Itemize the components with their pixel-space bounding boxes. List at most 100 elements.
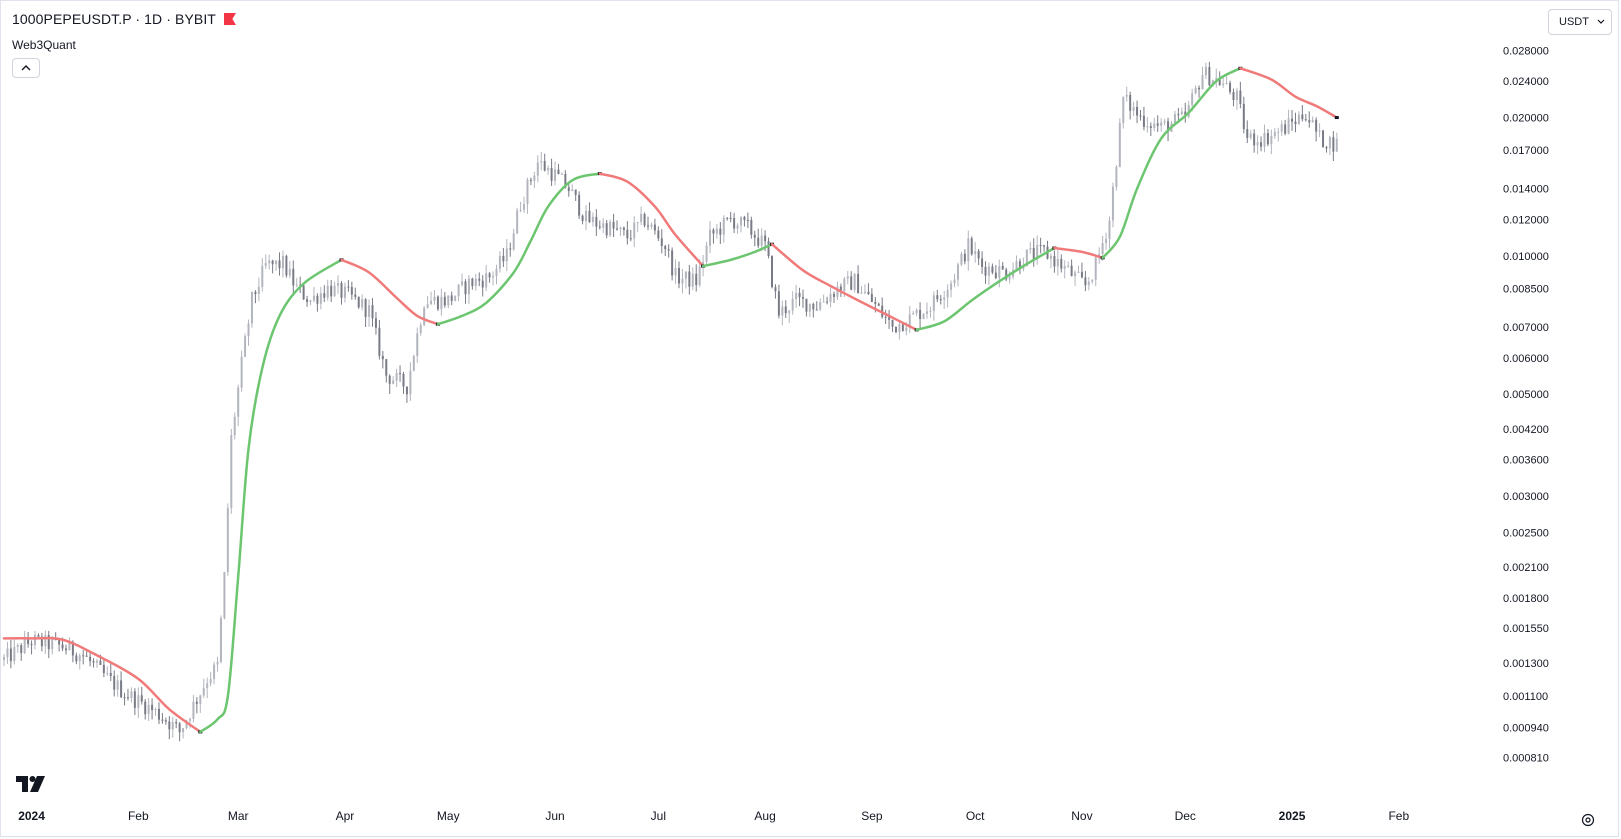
indicator-label[interactable]: Web3Quant bbox=[12, 38, 76, 52]
candle-body bbox=[481, 280, 484, 288]
candle-body bbox=[309, 300, 312, 302]
trend-segment-down bbox=[1239, 67, 1339, 119]
candle-body bbox=[1297, 114, 1300, 125]
candle-body bbox=[185, 720, 188, 729]
candle-body bbox=[1222, 83, 1225, 86]
candle-body bbox=[89, 656, 92, 662]
candle-body bbox=[51, 639, 54, 650]
candle-body bbox=[1032, 247, 1035, 259]
candle-body bbox=[474, 278, 477, 287]
candle-body bbox=[956, 264, 959, 280]
candle-body bbox=[1067, 265, 1070, 267]
candle-body bbox=[1156, 123, 1159, 126]
candle-body bbox=[1225, 82, 1228, 84]
candle-body bbox=[550, 168, 553, 181]
candle-body bbox=[898, 324, 901, 333]
symbol-title[interactable]: 1000PEPEUSDT.P · 1D · BYBIT bbox=[12, 11, 216, 27]
currency-select[interactable]: USDT bbox=[1548, 9, 1612, 35]
candle-body bbox=[1218, 77, 1221, 86]
candle-body bbox=[674, 268, 677, 276]
candle-body bbox=[498, 255, 501, 269]
candle-body bbox=[1149, 126, 1152, 128]
candle-body bbox=[288, 268, 291, 276]
candle-body bbox=[168, 721, 171, 730]
candle-body bbox=[1328, 137, 1331, 149]
candle-body bbox=[268, 260, 271, 264]
candle-body bbox=[874, 301, 877, 304]
candle-body bbox=[478, 278, 481, 281]
candle-body bbox=[509, 248, 512, 250]
candle-body bbox=[6, 648, 9, 658]
candle-body bbox=[836, 286, 839, 297]
candle-body bbox=[151, 704, 154, 711]
candle-body bbox=[705, 245, 708, 262]
candle-body bbox=[175, 721, 178, 724]
candle-body bbox=[943, 297, 946, 300]
candle-body bbox=[16, 645, 19, 647]
candle-body bbox=[564, 173, 567, 188]
candle-body bbox=[991, 266, 994, 273]
time-tick-label: Aug bbox=[754, 809, 775, 823]
candle-body bbox=[423, 307, 426, 326]
candle-body bbox=[1308, 120, 1311, 123]
candle-body bbox=[364, 299, 367, 317]
candle-body bbox=[1294, 121, 1297, 125]
gear-icon[interactable] bbox=[1580, 812, 1596, 828]
candle-body bbox=[519, 209, 522, 211]
time-tick-label: Feb bbox=[128, 809, 149, 823]
candles-layer bbox=[3, 61, 1338, 742]
flag-icon[interactable] bbox=[224, 13, 236, 25]
candle-body bbox=[195, 701, 198, 704]
candle-body bbox=[3, 657, 5, 660]
candle-body bbox=[640, 213, 643, 223]
candle-body bbox=[629, 238, 632, 240]
candle-body bbox=[37, 635, 40, 637]
candle-body bbox=[891, 319, 894, 327]
candle-body bbox=[1301, 114, 1304, 120]
candle-body bbox=[619, 227, 622, 230]
candle-body bbox=[182, 728, 185, 733]
candle-body bbox=[853, 273, 856, 290]
candle-body bbox=[1215, 77, 1218, 81]
candle-body bbox=[653, 224, 656, 231]
candle-body bbox=[1053, 256, 1056, 267]
price-tick-label: 0.001800 bbox=[1503, 593, 1549, 605]
candle-body bbox=[388, 375, 391, 384]
candle-body bbox=[743, 216, 746, 220]
candle-body bbox=[250, 291, 253, 324]
candle-body bbox=[92, 661, 95, 663]
candle-body bbox=[1108, 220, 1111, 239]
candle-body bbox=[578, 194, 581, 216]
trend-line-layer bbox=[2, 66, 1339, 734]
candle-body bbox=[1153, 123, 1156, 128]
candle-body bbox=[860, 292, 863, 294]
candle-body bbox=[1242, 103, 1245, 129]
candle-body bbox=[244, 336, 247, 357]
tradingview-logo[interactable] bbox=[16, 776, 46, 792]
candle-body bbox=[832, 293, 835, 297]
collapse-indicators-button[interactable] bbox=[12, 58, 40, 78]
candle-body bbox=[147, 704, 150, 715]
candle-body bbox=[485, 273, 488, 288]
candle-body bbox=[1087, 281, 1090, 286]
candle-body bbox=[791, 299, 794, 311]
candle-body bbox=[261, 265, 264, 287]
candle-body bbox=[199, 695, 202, 704]
candle-body bbox=[626, 229, 629, 239]
candle-body bbox=[488, 273, 491, 278]
time-tick-label: Nov bbox=[1071, 809, 1092, 823]
candle-body bbox=[1194, 87, 1197, 94]
candle-body bbox=[1025, 249, 1028, 267]
candle-body bbox=[1260, 142, 1263, 147]
price-tick-label: 0.000810 bbox=[1503, 752, 1549, 764]
candle-body bbox=[285, 255, 288, 276]
candle-body bbox=[126, 697, 129, 699]
candle-body bbox=[164, 720, 167, 722]
candle-body bbox=[567, 187, 570, 192]
candle-body bbox=[533, 175, 536, 181]
candle-body bbox=[795, 292, 798, 300]
candle-body bbox=[454, 296, 457, 301]
candle-body bbox=[154, 708, 157, 711]
price-tick-label: 0.014000 bbox=[1503, 184, 1549, 196]
